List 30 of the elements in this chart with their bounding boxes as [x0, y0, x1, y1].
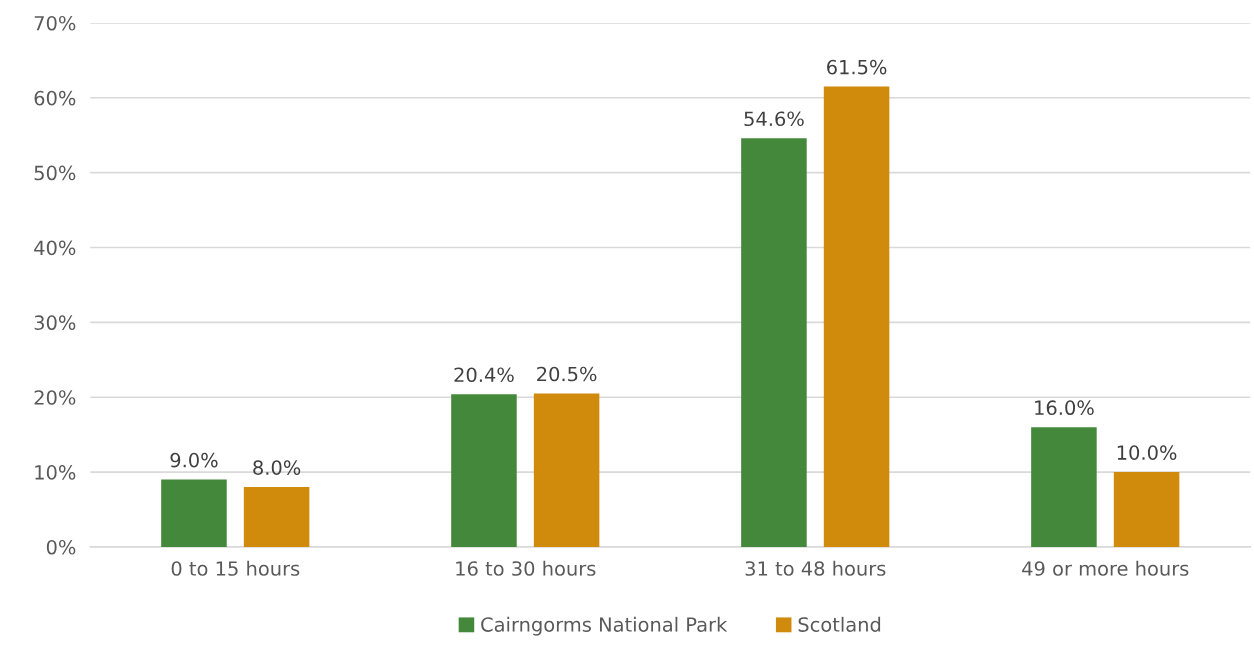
data-label: 20.4%: [454, 367, 514, 383]
legend-label: Scotland: [798, 616, 881, 632]
data-label: 8.0%: [253, 460, 301, 475]
y-tick-label: 60%: [34, 90, 76, 106]
bar: [161, 479, 227, 547]
bar: [1113, 472, 1180, 547]
bar: [451, 394, 517, 547]
x-tick-label: 49 or more hours: [1022, 560, 1189, 576]
y-tick-label: 20%: [34, 390, 76, 405]
legend-label: Cairngorms National Park: [481, 616, 728, 636]
y-tick-label: 40%: [34, 240, 76, 256]
y-tick-label: 70%: [34, 15, 76, 31]
bar: [533, 393, 600, 547]
bar: [823, 86, 890, 547]
data-label: 61.5%: [827, 59, 887, 75]
y-tick-label: 10%: [35, 465, 76, 480]
data-label: 9.0%: [170, 452, 218, 468]
data-label: 54.6%: [744, 111, 804, 127]
data-label: 20.5%: [537, 366, 597, 382]
bar: [741, 138, 807, 547]
bar: [1031, 427, 1097, 547]
y-tick-label: 50%: [34, 165, 76, 181]
bar: [243, 487, 310, 547]
x-tick-label: 16 to 30 hours: [456, 560, 596, 576]
y-tick-label: 0%: [46, 539, 76, 555]
x-tick-label: 0 to 15 hours: [171, 560, 300, 576]
data-label: 10.0%: [1117, 445, 1177, 460]
y-tick-label: 30%: [34, 315, 76, 331]
data-label: 16.0%: [1035, 400, 1094, 416]
x-tick-label: 31 to 48 hours: [745, 560, 886, 576]
